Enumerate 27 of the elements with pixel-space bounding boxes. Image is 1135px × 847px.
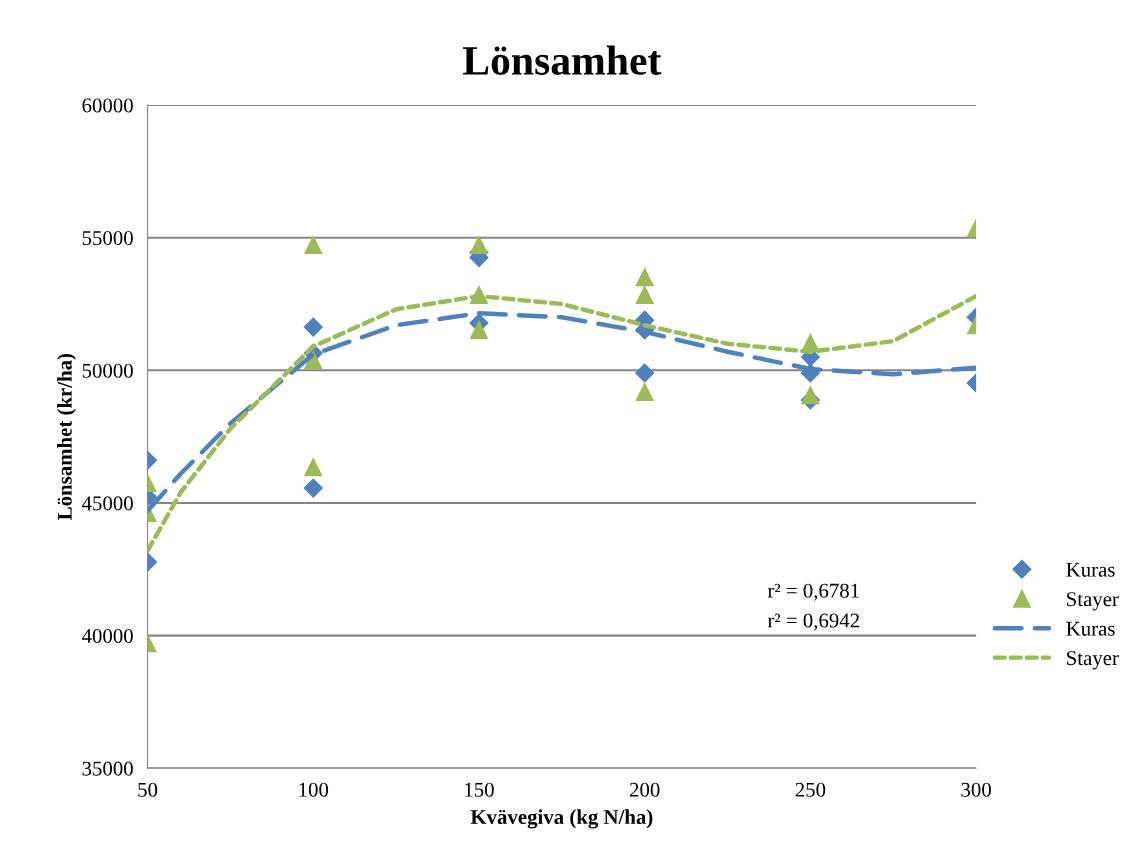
y-tick-label: 60000 — [82, 98, 133, 113]
y-axis-title: Lönsamhet (kr/ha) — [57, 353, 77, 520]
y-tick-label: 35000 — [82, 761, 133, 776]
annotation: r² = 0,6942 — [767, 613, 859, 631]
x-tick-label: 250 — [795, 782, 826, 797]
x-axis-title: Kvävegiva (kg N/ha) — [470, 809, 653, 829]
point — [469, 236, 488, 255]
y-tick-label: 55000 — [82, 231, 133, 246]
annotation: r² = 0,6781 — [767, 583, 859, 601]
x-tick-label: 150 — [465, 782, 494, 797]
y-tick-label: 50000 — [82, 363, 133, 378]
legend-label: Stayer — [1067, 651, 1119, 670]
x-tick-label: 200 — [629, 782, 660, 797]
legend-label: Kuras — [1066, 562, 1115, 577]
x-tick-label: 300 — [961, 782, 991, 797]
legend-label: Stayer — [1067, 592, 1119, 611]
point — [635, 383, 654, 402]
point — [635, 363, 655, 383]
point — [635, 268, 654, 287]
point — [469, 320, 488, 340]
legend-label: Kuras — [1066, 621, 1115, 636]
point — [635, 285, 654, 304]
y-tick-label: 45000 — [81, 496, 133, 511]
y-tick-label: 40000 — [81, 628, 133, 644]
x-tick-label: 100 — [299, 782, 329, 797]
x-tick-label: 50 — [138, 782, 158, 797]
chart-title: Lönsamhet — [462, 45, 662, 75]
